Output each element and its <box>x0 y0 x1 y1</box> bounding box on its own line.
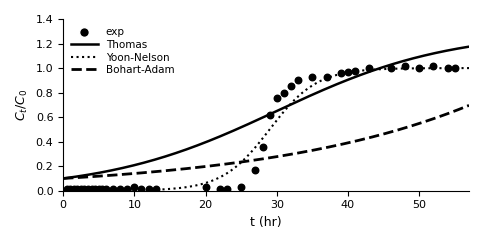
Point <box>344 70 352 74</box>
Point <box>415 66 423 70</box>
Point <box>280 91 287 94</box>
Point <box>74 188 81 192</box>
Legend: exp, Thomas, Yoon-Nelson, Bohart-Adam: exp, Thomas, Yoon-Nelson, Bohart-Adam <box>68 24 178 78</box>
Point <box>95 188 103 192</box>
Point <box>294 78 302 82</box>
Point <box>252 168 259 172</box>
Point <box>116 188 124 192</box>
Point <box>123 188 131 192</box>
Point <box>84 188 92 192</box>
Point <box>401 64 409 68</box>
Point <box>323 75 331 79</box>
Point <box>145 188 152 192</box>
Point <box>91 188 99 192</box>
Point <box>351 69 359 72</box>
X-axis label: t (hr): t (hr) <box>250 216 282 229</box>
Point <box>152 188 160 192</box>
Point <box>237 185 245 189</box>
Point <box>109 188 117 192</box>
Point <box>77 188 85 192</box>
Point <box>223 188 231 192</box>
Point <box>444 66 452 70</box>
Point <box>70 188 77 192</box>
Point <box>63 188 71 192</box>
Point <box>273 96 281 100</box>
Point <box>102 188 110 192</box>
Point <box>365 66 373 70</box>
Point <box>266 113 273 117</box>
Point <box>66 188 74 192</box>
Point <box>337 71 345 75</box>
Point <box>98 188 106 192</box>
Point <box>287 84 295 88</box>
Point <box>202 185 210 189</box>
Y-axis label: $C_t$/$C_0$: $C_t$/$C_0$ <box>15 89 30 121</box>
Point <box>81 188 89 192</box>
Point <box>137 188 145 192</box>
Point <box>216 188 224 192</box>
Point <box>429 64 437 68</box>
Point <box>308 75 316 79</box>
Point <box>131 185 138 189</box>
Point <box>258 145 266 149</box>
Point <box>387 66 394 70</box>
Point <box>451 66 459 70</box>
Point <box>88 188 95 192</box>
